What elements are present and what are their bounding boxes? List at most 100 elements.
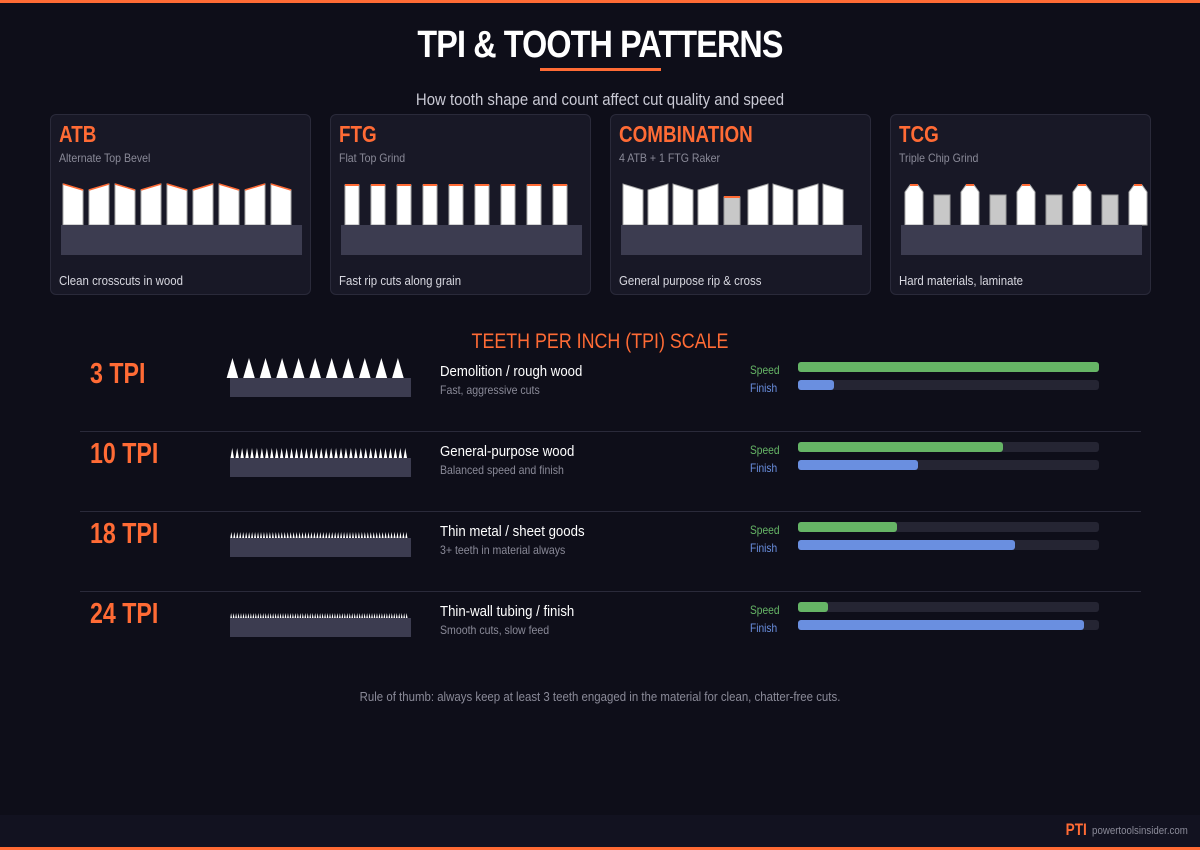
row-divider [80, 591, 1141, 592]
tooth [255, 448, 259, 458]
tooth [292, 532, 295, 538]
pattern-subtitle: Triple Chip Grind [899, 151, 979, 165]
tooth [309, 448, 314, 458]
tooth [797, 183, 819, 226]
tooth [294, 448, 299, 458]
tooth [237, 613, 240, 618]
tooth [265, 448, 269, 458]
tooth-edge [475, 184, 489, 186]
tooth [230, 613, 232, 618]
tpi-label: 10 TPI [90, 438, 159, 470]
blade-body [61, 225, 302, 255]
tooth [114, 183, 136, 226]
tooth [304, 532, 307, 538]
tooth [292, 358, 305, 378]
tooth [310, 532, 313, 538]
tooth [366, 532, 369, 538]
tooth [376, 613, 378, 618]
tooth [329, 613, 331, 618]
tooth [259, 358, 272, 378]
tooth [772, 183, 794, 226]
tooth [337, 532, 340, 538]
tooth [388, 448, 393, 458]
tooth [372, 532, 375, 538]
pattern-name: ATB [59, 121, 97, 147]
raker-tooth [989, 194, 1007, 226]
finish-label: Finish [750, 621, 778, 635]
tooth [353, 613, 356, 618]
tooth [381, 613, 383, 618]
tooth [62, 183, 84, 226]
tooth [351, 532, 355, 538]
tooth [356, 613, 359, 618]
pattern-use: Fast rip cuts along grain [339, 273, 462, 288]
speed-bar-fill [798, 362, 1099, 372]
pattern-use: Clean crosscuts in wood [59, 273, 183, 288]
tooth [378, 448, 383, 458]
speed-label: Speed [750, 523, 780, 537]
blade-body [230, 538, 411, 557]
tooth [298, 532, 301, 538]
tooth [325, 532, 328, 538]
tooth [301, 613, 304, 618]
speed-bar [798, 522, 1099, 532]
tpi-use: Thin-wall tubing / finish [440, 603, 575, 620]
footer: PTI powertoolsinsider.com [0, 815, 1200, 847]
tooth [250, 448, 254, 458]
tooth [314, 448, 319, 458]
tooth [270, 183, 292, 226]
speed-bar-fill [798, 522, 898, 532]
tooth-edge [114, 183, 136, 191]
pattern-subtitle: Flat Top Grind [339, 151, 406, 165]
tooth [240, 613, 242, 618]
tooth [346, 613, 349, 618]
title-underline [540, 68, 661, 71]
tooth [448, 184, 464, 226]
tooth [390, 532, 393, 538]
pattern-card-combo: COMBINATION 4 ATB + 1 FTG Raker General … [610, 114, 871, 295]
tooth [325, 358, 338, 378]
row-divider [80, 431, 1141, 432]
raker-tooth [933, 194, 951, 226]
pattern-name: TCG [899, 121, 939, 147]
tooth [276, 358, 288, 378]
tooth [252, 613, 255, 618]
tooth [235, 613, 237, 618]
tooth-edge [1078, 184, 1086, 186]
tooth [368, 448, 373, 458]
tooth [552, 184, 568, 226]
speed-bar [798, 602, 1099, 612]
blade-body [341, 225, 582, 255]
speed-bar-fill [798, 602, 829, 612]
pattern-subtitle: Alternate Top Bevel [59, 151, 151, 165]
tooth-edge [910, 184, 918, 186]
tooth [299, 613, 302, 618]
tooth [262, 532, 266, 538]
raker-tooth [1101, 194, 1119, 226]
tooth [672, 183, 694, 226]
tooth [348, 613, 351, 618]
tooth [277, 532, 280, 538]
tpi-section-title: TEETH PER INCH (TPI) SCALE [471, 330, 729, 353]
tooth [235, 448, 239, 458]
tooth [274, 532, 277, 538]
tooth [422, 184, 438, 226]
tooth [88, 183, 110, 226]
pattern-subtitle: 4 ATB + 1 FTG Raker [619, 151, 721, 165]
tooth [747, 183, 769, 226]
tpi-use: Thin metal / sheet goods [440, 523, 585, 540]
tooth [392, 358, 404, 378]
tooth [405, 613, 408, 618]
tooth [373, 613, 376, 618]
tooth [369, 532, 372, 538]
speed-bar-fill [798, 442, 1003, 452]
tooth-diagram [901, 184, 1148, 255]
tooth [254, 532, 257, 538]
tooth [289, 532, 292, 538]
tooth [343, 613, 346, 618]
tooth [247, 613, 250, 618]
tooth [233, 532, 236, 538]
finish-bar-fill [798, 460, 919, 470]
tooth [264, 613, 267, 618]
tooth [284, 448, 289, 458]
